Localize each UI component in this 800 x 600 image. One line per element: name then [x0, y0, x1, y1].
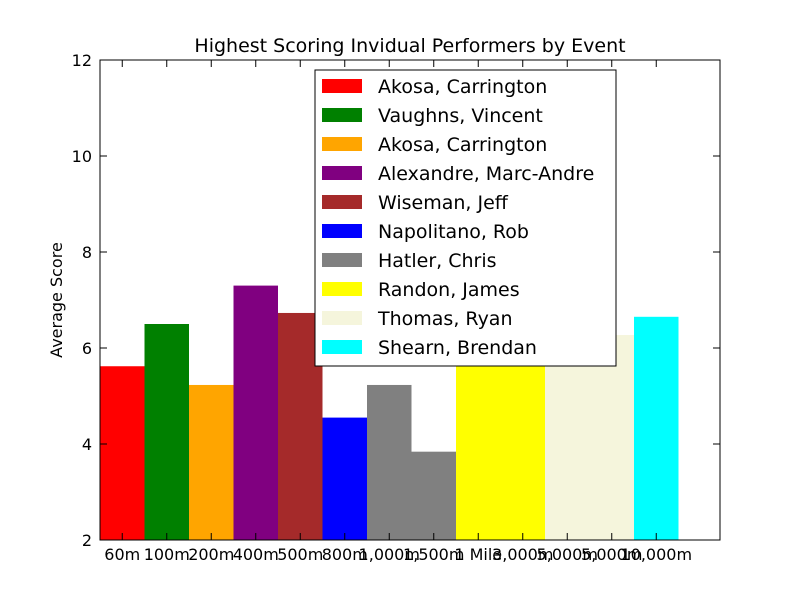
legend-swatch-9	[322, 340, 362, 354]
bar-7-0	[456, 348, 501, 540]
x-tick-label-6: 1,000m	[359, 545, 420, 564]
x-tick-label-4: 500m	[277, 545, 323, 564]
legend-label-1: Vaughns, Vincent	[378, 105, 543, 127]
x-tick-label-3: 400m	[233, 545, 279, 564]
y-tick-label-0: 2	[82, 531, 92, 550]
y-tick-label-1: 4	[82, 435, 92, 454]
legend-swatch-3	[322, 166, 362, 180]
bar-9-0	[634, 316, 679, 540]
bar-7-1	[500, 348, 545, 540]
legend-label-9: Shearn, Brendan	[378, 337, 537, 359]
y-tick-label-5: 12	[72, 51, 92, 70]
y-axis-label: Average Score	[47, 242, 66, 358]
x-tick-label-2: 200m	[188, 545, 234, 564]
bar-8-1	[589, 335, 634, 540]
legend-swatch-1	[322, 108, 362, 122]
legend-label-2: Akosa, Carrington	[378, 134, 547, 156]
x-tick-label-8: 1 Mile	[454, 545, 502, 564]
plot-frame	[99, 59, 721, 541]
x-tick-label-11: 5,000m	[581, 545, 642, 564]
y-ticks-group: 2 4 6 8 10 12	[72, 51, 720, 550]
y-tick-label-2: 6	[82, 339, 92, 358]
y-tick-label-4: 10	[72, 147, 92, 166]
legend-label-8: Thomas, Ryan	[377, 308, 513, 330]
x-tick-label-1: 100m	[144, 545, 190, 564]
legend-label-3: Alexandre, Marc-Andre	[378, 163, 594, 185]
legend: Akosa, Carrington Vaughns, Vincent Akosa, …	[314, 69, 617, 367]
legend-swatch-0	[322, 79, 362, 93]
bar-2-0	[189, 384, 234, 540]
x-tick-label-9: 3,000m	[492, 545, 553, 564]
x-tick-label-5: 800m	[322, 545, 368, 564]
legend-box	[314, 69, 617, 367]
legend-label-4: Wiseman, Jeff	[378, 192, 509, 214]
bar-6-1	[411, 451, 456, 540]
legend-label-0: Akosa, Carrington	[378, 76, 547, 98]
x-tick-label-12: 10,000m	[620, 545, 692, 564]
legend-label-6: Hatler, Chris	[378, 250, 497, 272]
bar-6-0	[367, 384, 412, 540]
legend-swatch-6	[322, 253, 362, 267]
legend-swatch-5	[322, 224, 362, 238]
x-tick-label-0: 60m	[104, 545, 140, 564]
legend-label-7: Randon, James	[378, 279, 520, 301]
y-tick-label-3: 8	[82, 243, 92, 262]
bar-1-0	[144, 324, 189, 540]
legend-swatch-2	[322, 137, 362, 151]
bar-8-0	[545, 335, 590, 540]
x-tick-label-7: 1,500m	[403, 545, 464, 564]
legend-label-5: Napolitano, Rob	[378, 221, 529, 243]
bars-group	[100, 285, 679, 540]
legend-swatch-8	[322, 311, 362, 325]
bar-0-0	[100, 366, 145, 540]
legend-swatch-4	[322, 195, 362, 209]
bar-3-0	[233, 285, 278, 540]
legend-swatch-7	[322, 282, 362, 296]
chart-title: Highest Scoring Invidual Performers by E…	[194, 35, 625, 57]
x-tick-label-10: 5,000m	[537, 545, 598, 564]
bar-5-0	[322, 417, 367, 540]
